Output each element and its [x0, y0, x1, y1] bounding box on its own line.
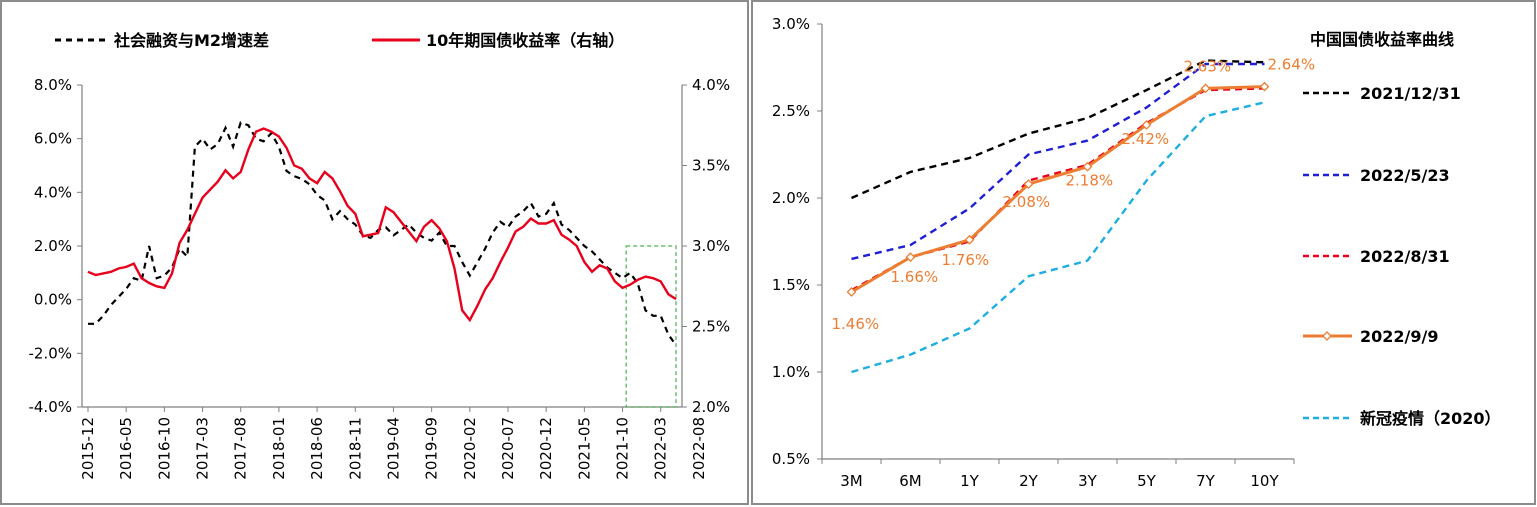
- series-line-3: [850, 85, 1265, 294]
- r-y-tick-label: 1.5%: [772, 276, 810, 294]
- x-tick-label: 2015-12: [79, 417, 97, 480]
- y-left-tick-label: 6.0%: [34, 130, 72, 148]
- legend-label-4: 新冠疫情（2020）: [1360, 409, 1501, 428]
- data-label: 1.46%: [832, 315, 880, 333]
- y-left-tick-label: 4.0%: [34, 183, 72, 201]
- legend-label-0: 2021/12/31: [1360, 84, 1461, 103]
- x-tick-label: 2016-10: [155, 417, 173, 480]
- legend-label-tsf-m2: 社会融资与M2增速差: [113, 31, 269, 50]
- legend-label-10y-yield: 10年期国债收益率（右轴）: [426, 31, 624, 50]
- y-right-tick-label: 3.5%: [692, 157, 730, 175]
- series-marker: [1023, 179, 1034, 189]
- r-x-tick-label: 3M: [840, 472, 863, 490]
- r-y-tick-label: 0.5%: [772, 450, 810, 468]
- y-right-tick-label: 3.0%: [692, 237, 730, 255]
- data-label: 1.76%: [942, 251, 990, 269]
- y-right-tick-label: 2.0%: [692, 398, 730, 416]
- y-left-tick-label: 2.0%: [34, 237, 72, 255]
- series-marker: [846, 287, 857, 297]
- data-label: 2.63%: [1184, 57, 1232, 75]
- x-tick-label: 2018-01: [270, 417, 288, 480]
- x-tick-label: 2019-04: [384, 417, 402, 480]
- y-left-tick-label: -4.0%: [28, 398, 72, 416]
- left-chart: 社会融资与M2增速差 10年期国债收益率（右轴） 8.0% 6.0% 4.0% 2.0…: [28, 31, 730, 480]
- x-tick-label: 2017-03: [194, 417, 212, 480]
- right-legend-title: 中国国债收益率曲线: [1310, 30, 1454, 49]
- legend-label-3: 2022/9/9: [1360, 327, 1438, 346]
- r-x-tick-label: 1Y: [960, 472, 980, 490]
- x-tick-label: 2018-06: [308, 417, 326, 480]
- y-left-tick-label: 8.0%: [34, 76, 72, 94]
- series-line-1: [851, 62, 1265, 261]
- left-panel-border: [0, 0, 749, 505]
- x-tick-label: 2018-11: [346, 417, 364, 480]
- data-label: 2.18%: [1066, 172, 1114, 190]
- r-x-tick-label: 7Y: [1196, 472, 1216, 490]
- series-line-0: [851, 59, 1265, 200]
- x-tick-label: 2021-10: [614, 417, 632, 480]
- r-x-tick-label: 5Y: [1137, 472, 1157, 490]
- legend-label-2: 2022/8/31: [1360, 247, 1450, 266]
- right-panel-border: [751, 0, 1536, 505]
- r-x-tick-label: 6M: [899, 472, 922, 490]
- series-line-tsf-m2: [88, 121, 677, 346]
- r-x-tick-label: 10Y: [1250, 472, 1279, 490]
- data-label: 2.08%: [1003, 193, 1051, 211]
- data-label: 2.42%: [1122, 130, 1170, 148]
- right-chart: 3.0% 2.5% 2.0% 1.5% 1.0% 0.5% 3M 6M 1Y 2Y 3Y 5Y 7Y 1…: [772, 15, 1501, 490]
- legend-label-1: 2022/5/23: [1360, 166, 1450, 185]
- series-marker: [1082, 161, 1093, 172]
- x-tick-label: 2020-02: [461, 417, 479, 480]
- series-marker: [964, 234, 975, 245]
- x-tick-label: 2021-05: [575, 417, 593, 480]
- series-marker: [1141, 120, 1152, 130]
- data-label: 2.64%: [1268, 56, 1316, 74]
- series-marker: [1259, 81, 1270, 92]
- highlight-box: [625, 245, 677, 408]
- x-tick-label: 2019-09: [423, 417, 441, 480]
- y-left-tick-label: 0.0%: [34, 291, 72, 309]
- series-line-4: [851, 101, 1265, 374]
- series-marker: [1200, 83, 1211, 94]
- x-tick-label: 2017-08: [232, 417, 250, 480]
- r-y-tick-label: 2.0%: [772, 189, 810, 207]
- y-right-tick-label: 4.0%: [692, 76, 730, 94]
- data-label: 1.66%: [891, 268, 939, 286]
- series-line-10y-yield: [87, 127, 677, 323]
- r-x-tick-label: 2Y: [1019, 472, 1039, 490]
- legend-marker: [1322, 331, 1332, 341]
- r-y-tick-label: 1.0%: [772, 363, 810, 381]
- x-tick-label: 2020-07: [499, 417, 517, 480]
- x-tick-label: 2020-12: [537, 417, 555, 480]
- r-y-tick-label: 3.0%: [772, 15, 810, 33]
- r-x-tick-label: 3Y: [1078, 472, 1098, 490]
- r-y-tick-label: 2.5%: [772, 102, 810, 120]
- x-tick-label: 2016-05: [117, 417, 135, 480]
- series-marker: [905, 252, 916, 263]
- x-tick-label: 2022-08: [690, 417, 708, 480]
- x-tick-label: 2022-03: [652, 417, 670, 480]
- y-left-tick-label: -2.0%: [28, 344, 72, 362]
- y-right-tick-label: 2.5%: [692, 318, 730, 336]
